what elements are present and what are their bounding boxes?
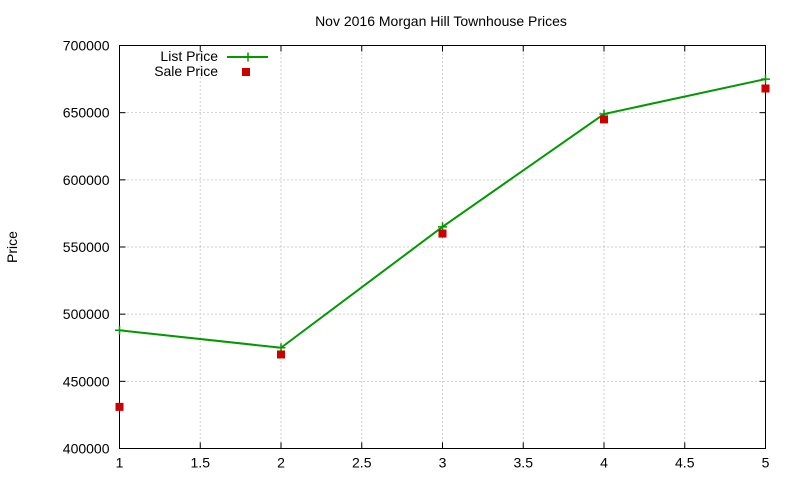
legend: List Price Sale Price	[154, 48, 268, 79]
x-tick-label: 1	[116, 455, 124, 471]
sale-price-point	[115, 402, 124, 411]
legend-marker-list-price	[243, 52, 253, 62]
x-tick-label: 3	[439, 455, 447, 471]
x-tick-label: 5	[762, 455, 770, 471]
legend-label-list-price: List Price	[160, 48, 218, 64]
chart-title: Nov 2016 Morgan Hill Townhouse Prices	[315, 13, 567, 29]
x-tick-label: 1.5	[191, 455, 211, 471]
y-axis-label: Price	[4, 231, 20, 263]
y-tick-label: 700000	[63, 38, 110, 54]
grid-layer	[119, 45, 766, 449]
y-tick-label: 500000	[63, 306, 110, 322]
x-tick-label: 4	[600, 455, 608, 471]
list-price-point	[761, 74, 770, 84]
x-tick-label: 2	[277, 455, 285, 471]
sale-price-point	[761, 84, 770, 93]
y-tick-label: 650000	[63, 105, 110, 121]
y-tick-label: 450000	[63, 373, 110, 389]
y-tick-label: 550000	[63, 239, 110, 255]
y-tick-label: 600000	[63, 172, 110, 188]
x-tick-label: 2.5	[352, 455, 372, 471]
legend-label-sale-price: Sale Price	[154, 63, 218, 79]
sale-price-point	[600, 115, 608, 124]
sale-price-point	[438, 229, 447, 238]
list-price-line	[119, 78, 766, 349]
sale-price-point	[277, 350, 285, 359]
series-layer	[115, 74, 770, 411]
legend-marker-sale-price	[242, 68, 250, 76]
tick-layer: 1 1.5 2 2.5 3 3.5 4 4.5 5 400000 450000 500000 55000…	[63, 38, 770, 471]
x-tick-label: 3.5	[514, 455, 534, 471]
list-price-point	[115, 325, 124, 335]
x-tick-label: 4.5	[675, 455, 695, 471]
y-tick-label: 400000	[63, 441, 110, 457]
